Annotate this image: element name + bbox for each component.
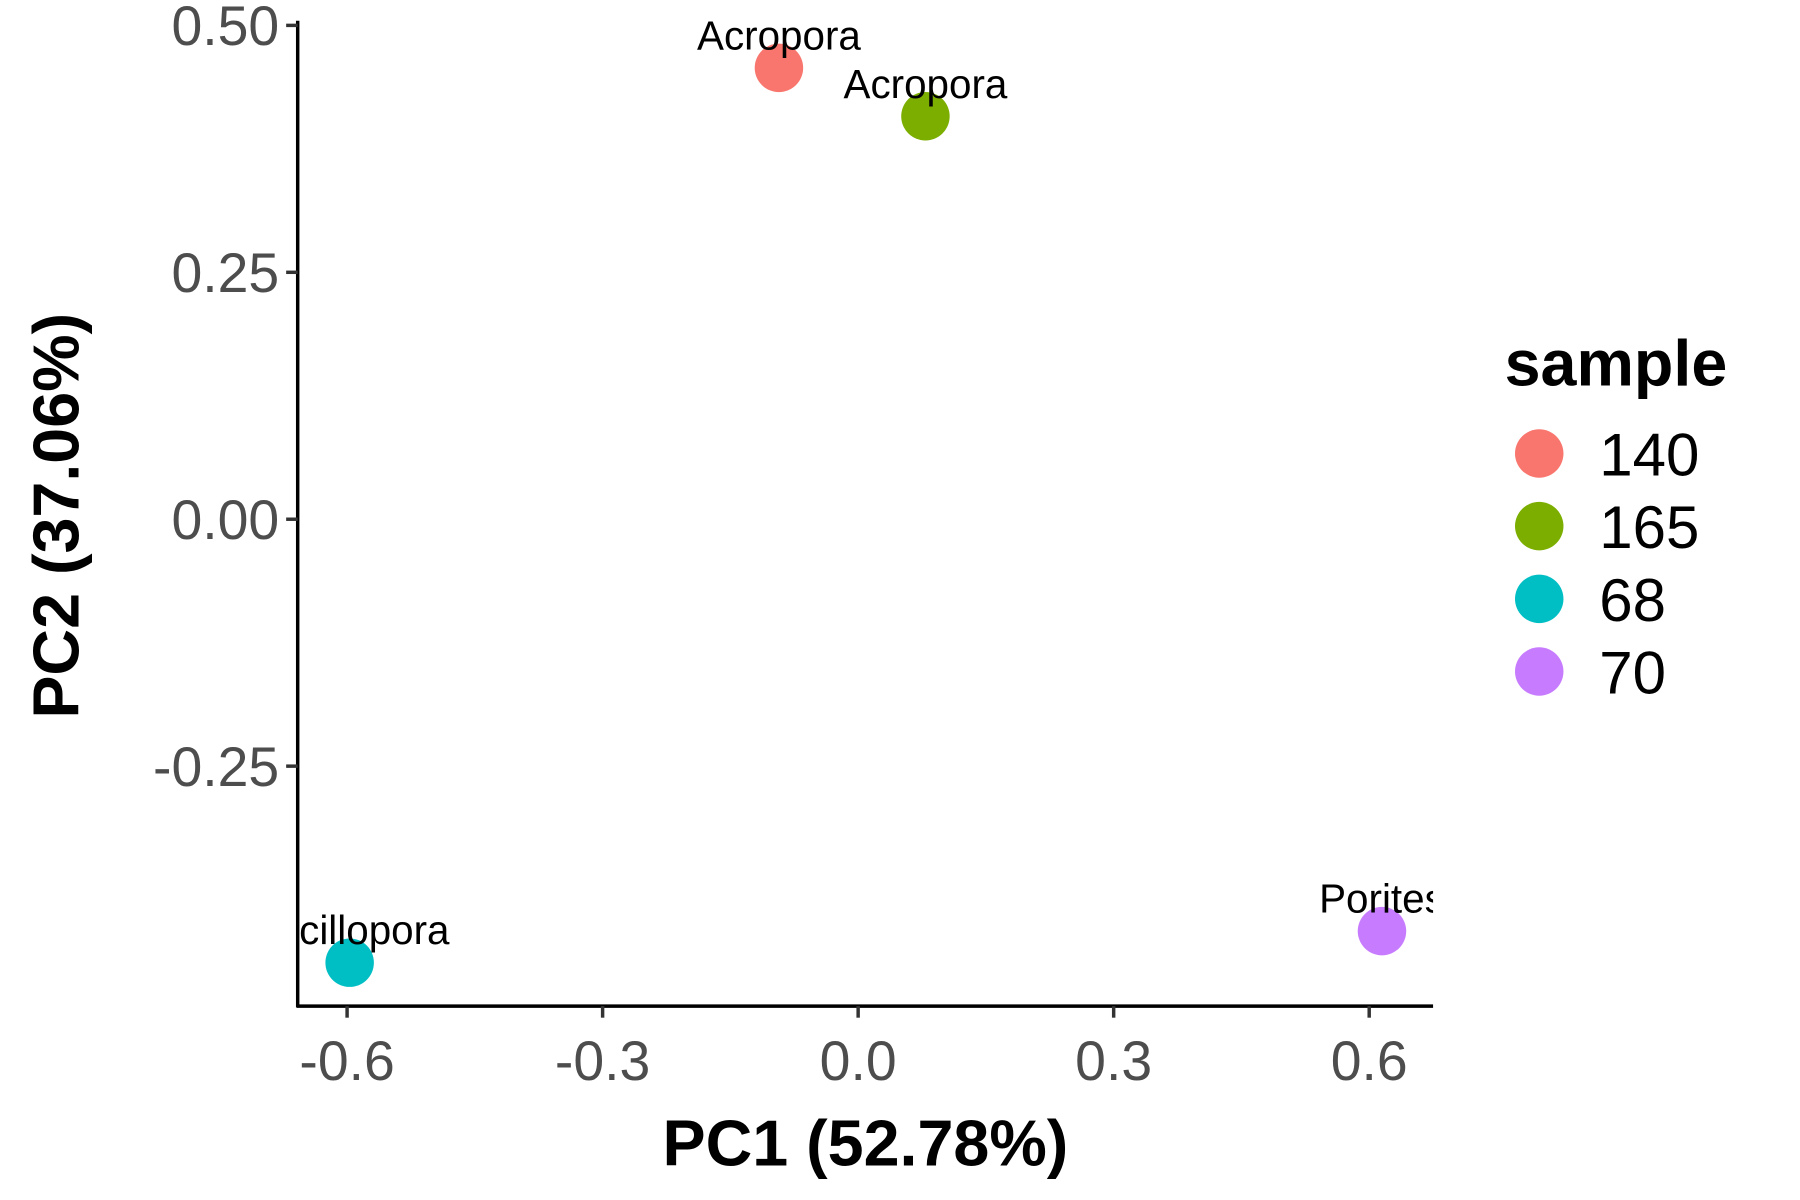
legend-key-68 xyxy=(1515,574,1564,624)
y-tick-label: -0.25 xyxy=(153,736,279,798)
legend-label: 140 xyxy=(1599,421,1699,488)
legend-key-140 xyxy=(1515,429,1564,478)
legend-title: sample xyxy=(1505,327,1728,399)
point-label: Acropora xyxy=(844,61,1008,107)
legend-label: 70 xyxy=(1599,639,1666,706)
data-point-68 xyxy=(325,938,374,987)
point-label: Pocillopora xyxy=(250,907,450,953)
point-label: Porites xyxy=(1319,876,1445,922)
x-tick-label: 0.3 xyxy=(1075,1030,1152,1092)
x-tick-label: 0.6 xyxy=(1331,1030,1408,1092)
data-point-140 xyxy=(754,43,804,93)
point-label: Acropora xyxy=(697,12,861,58)
x-tick-label: -0.6 xyxy=(299,1030,394,1092)
y-axis-title: PC2 (37.06%) xyxy=(20,313,92,719)
legend-key-70 xyxy=(1515,647,1564,696)
data-point-70 xyxy=(1357,906,1407,956)
legend-key-165 xyxy=(1515,501,1564,551)
x-tick-label: -0.3 xyxy=(555,1030,650,1092)
y-tick-label: 0.00 xyxy=(171,489,279,551)
y-tick-label: 0.25 xyxy=(171,242,279,304)
x-axis-title: PC1 (52.78%) xyxy=(662,1107,1068,1179)
legend-label: 165 xyxy=(1599,494,1699,561)
data-point-165 xyxy=(901,92,950,141)
x-tick-label: 0.0 xyxy=(820,1030,897,1092)
y-tick-label: 0.50 xyxy=(171,0,279,57)
legend-label: 68 xyxy=(1599,567,1666,634)
